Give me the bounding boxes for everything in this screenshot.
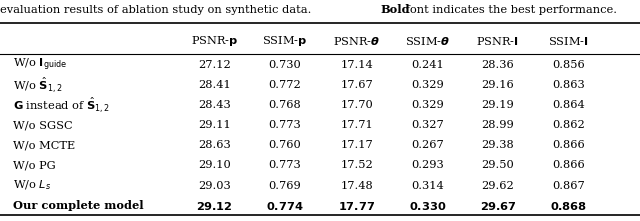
Text: 0.867: 0.867 bbox=[552, 181, 585, 191]
Text: 0.267: 0.267 bbox=[411, 140, 444, 150]
Text: 0.760: 0.760 bbox=[268, 140, 301, 150]
Text: $\mathbf{29.12}$: $\mathbf{29.12}$ bbox=[196, 200, 233, 212]
Text: SSIM-$\mathbf{p}$: SSIM-$\mathbf{p}$ bbox=[262, 34, 307, 48]
Text: 17.48: 17.48 bbox=[340, 181, 374, 191]
Text: 0.769: 0.769 bbox=[268, 181, 301, 191]
Text: 0.773: 0.773 bbox=[268, 120, 301, 130]
Text: 0.863: 0.863 bbox=[552, 80, 585, 90]
Text: 0.866: 0.866 bbox=[552, 160, 585, 170]
Text: SSIM-$\mathbf{I}$: SSIM-$\mathbf{I}$ bbox=[548, 35, 589, 47]
Text: evaluation results of ablation study on synthetic data.: evaluation results of ablation study on … bbox=[0, 5, 315, 15]
Text: PSNR-$\mathbf{p}$: PSNR-$\mathbf{p}$ bbox=[191, 34, 238, 48]
Text: 0.314: 0.314 bbox=[411, 181, 444, 191]
Text: $\mathbf{0.774}$: $\mathbf{0.774}$ bbox=[266, 200, 304, 212]
Text: 28.41: 28.41 bbox=[198, 80, 231, 90]
Text: 0.293: 0.293 bbox=[411, 160, 444, 170]
Text: 0.329: 0.329 bbox=[411, 100, 444, 110]
Text: font indicates the best performance.: font indicates the best performance. bbox=[402, 5, 617, 15]
Text: 28.63: 28.63 bbox=[198, 140, 231, 150]
Text: W/o MCTE: W/o MCTE bbox=[13, 140, 75, 150]
Text: 29.19: 29.19 bbox=[481, 100, 515, 110]
Text: PSNR-$\boldsymbol{\theta}$: PSNR-$\boldsymbol{\theta}$ bbox=[333, 35, 381, 47]
Text: 28.43: 28.43 bbox=[198, 100, 231, 110]
Text: 29.03: 29.03 bbox=[198, 181, 231, 191]
Text: W/o $\mathbf{I}_{\mathrm{guide}}$: W/o $\mathbf{I}_{\mathrm{guide}}$ bbox=[13, 56, 67, 73]
Text: W/o $\hat{\mathbf{S}}_{1,2}$: W/o $\hat{\mathbf{S}}_{1,2}$ bbox=[13, 75, 63, 95]
Text: $\mathbf{0.330}$: $\mathbf{0.330}$ bbox=[409, 200, 446, 212]
Text: PSNR-$\mathbf{I}$: PSNR-$\mathbf{I}$ bbox=[476, 35, 520, 47]
Text: 17.52: 17.52 bbox=[340, 160, 374, 170]
Text: 0.773: 0.773 bbox=[268, 160, 301, 170]
Text: 0.327: 0.327 bbox=[411, 120, 444, 130]
Text: 0.730: 0.730 bbox=[268, 60, 301, 70]
Text: $\mathbf{G}$ instead of $\hat{\mathbf{S}}_{1,2}$: $\mathbf{G}$ instead of $\hat{\mathbf{S}… bbox=[13, 95, 110, 115]
Text: SSIM-$\boldsymbol{\theta}$: SSIM-$\boldsymbol{\theta}$ bbox=[405, 35, 450, 47]
Text: 0.856: 0.856 bbox=[552, 60, 585, 70]
Text: W/o $L_s$: W/o $L_s$ bbox=[13, 179, 51, 192]
Text: 17.67: 17.67 bbox=[340, 80, 374, 90]
Text: 17.71: 17.71 bbox=[340, 120, 374, 130]
Text: 17.17: 17.17 bbox=[340, 140, 374, 150]
Text: 0.772: 0.772 bbox=[268, 80, 301, 90]
Text: 29.10: 29.10 bbox=[198, 160, 231, 170]
Text: 0.864: 0.864 bbox=[552, 100, 585, 110]
Text: Our complete model: Our complete model bbox=[13, 200, 143, 211]
Text: Bold: Bold bbox=[381, 4, 410, 15]
Text: 29.11: 29.11 bbox=[198, 120, 231, 130]
Text: 29.62: 29.62 bbox=[481, 181, 515, 191]
Text: W/o SGSC: W/o SGSC bbox=[13, 120, 72, 130]
Text: 0.862: 0.862 bbox=[552, 120, 585, 130]
Text: 0.768: 0.768 bbox=[268, 100, 301, 110]
Text: 0.329: 0.329 bbox=[411, 80, 444, 90]
Text: 0.241: 0.241 bbox=[411, 60, 444, 70]
Text: 28.36: 28.36 bbox=[481, 60, 515, 70]
Text: 29.16: 29.16 bbox=[481, 80, 515, 90]
Text: 0.866: 0.866 bbox=[552, 140, 585, 150]
Text: 29.38: 29.38 bbox=[481, 140, 515, 150]
Text: 29.50: 29.50 bbox=[481, 160, 515, 170]
Text: W/o PG: W/o PG bbox=[13, 160, 56, 170]
Text: $\mathbf{29.67}$: $\mathbf{29.67}$ bbox=[479, 200, 516, 212]
Text: 17.70: 17.70 bbox=[340, 100, 374, 110]
Text: 17.14: 17.14 bbox=[340, 60, 374, 70]
Text: $\mathbf{17.77}$: $\mathbf{17.77}$ bbox=[339, 200, 376, 212]
Text: 27.12: 27.12 bbox=[198, 60, 231, 70]
Text: $\mathbf{0.868}$: $\mathbf{0.868}$ bbox=[550, 200, 587, 212]
Text: 28.99: 28.99 bbox=[481, 120, 515, 130]
